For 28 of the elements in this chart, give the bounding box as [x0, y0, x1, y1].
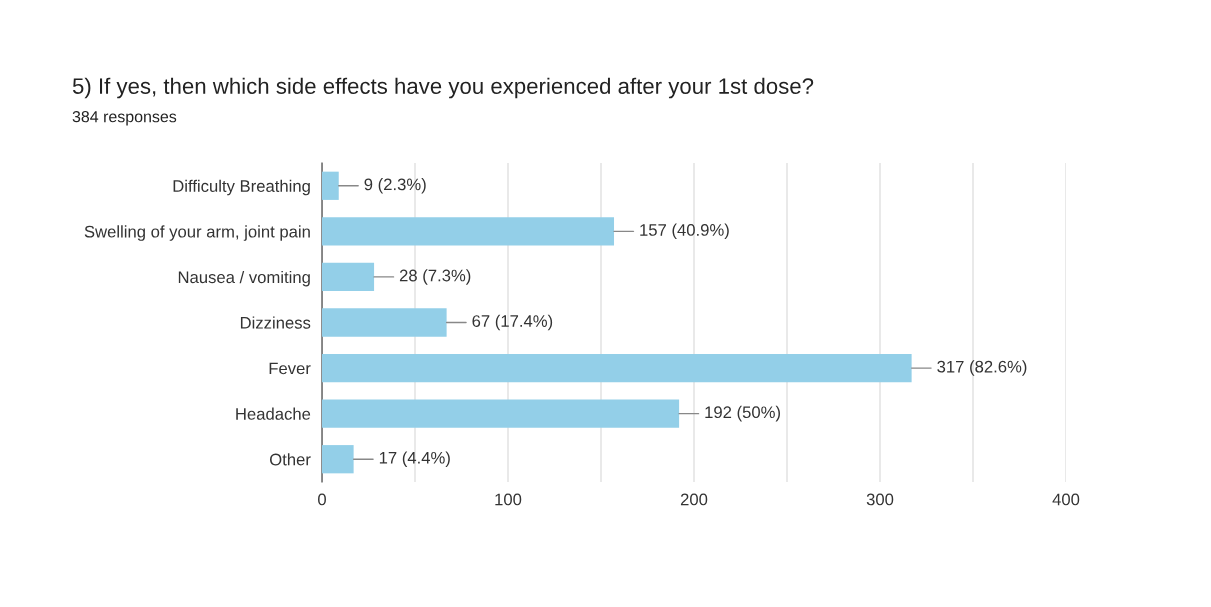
text: 384 responses [72, 110, 177, 126]
bar [322, 308, 447, 337]
x-tick-label: 0 [318, 493, 326, 506]
bar [322, 217, 615, 246]
chart-title: 5) If yes, then which side effects have you experienced after your 1st dose? [72, 77, 814, 99]
bar [322, 262, 375, 292]
bar [322, 353, 912, 383]
bar [322, 445, 354, 474]
data-label: 28 (7.3%) [399, 269, 471, 285]
bar [322, 171, 339, 200]
data-label: 9 (2.3%) [364, 178, 426, 194]
data-label: 67 (17.4%) [472, 314, 553, 331]
x-tick-label: 200 [680, 493, 708, 506]
y-tick-label: Dizziness [240, 316, 311, 329]
bar [322, 399, 680, 428]
y-tick-label: Difficulty Breathing [173, 179, 310, 196]
x-tick-label: 100 [495, 493, 522, 506]
data-label: 157 (40.9%) [640, 223, 729, 240]
x-tick-label: 300 [866, 493, 894, 506]
data-label: 192 (50%) [705, 405, 780, 422]
data-label: 17 (4.4%) [379, 451, 450, 467]
y-tick-label: Nausea / vomiting [178, 270, 310, 287]
data-label: 317 (82.6%) [937, 360, 1027, 376]
y-tick-label: Fever [269, 362, 311, 375]
x-tick-label: 400 [1052, 493, 1080, 506]
y-tick-label: Swelling of your arm, joint pain [84, 225, 310, 241]
y-tick-label: Other [270, 453, 311, 466]
y-tick-label: Headache [236, 407, 311, 420]
